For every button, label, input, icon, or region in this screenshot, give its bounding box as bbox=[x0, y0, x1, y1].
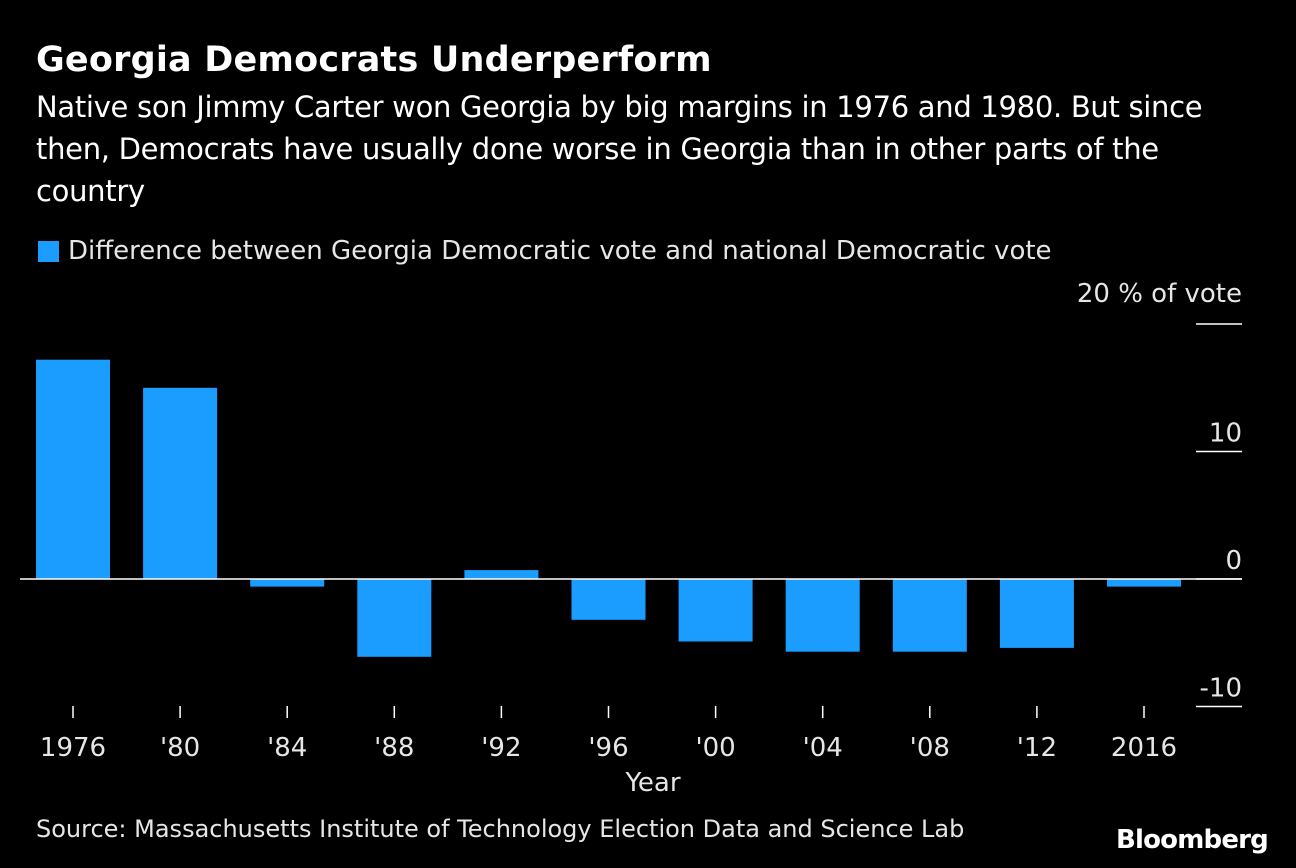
bar-96 bbox=[571, 579, 646, 620]
x-tick-label: 1976 bbox=[40, 733, 106, 763]
legend: Difference between Georgia Democratic vo… bbox=[38, 234, 1052, 268]
y-tick-label-0: 0 bbox=[1225, 546, 1242, 576]
bloomberg-logo: Bloomberg bbox=[1115, 825, 1269, 855]
x-tick-label: '80 bbox=[160, 733, 200, 763]
bar-84 bbox=[250, 579, 325, 587]
bar-92 bbox=[464, 570, 539, 579]
chart-subtitle: Native son Jimmy Carter won Georgia by b… bbox=[36, 90, 1203, 208]
bar-04 bbox=[785, 579, 860, 652]
x-tick-label: '08 bbox=[910, 733, 950, 763]
y-tick-label-10: 10 bbox=[1209, 419, 1242, 449]
x-tick-label: '12 bbox=[1017, 733, 1057, 763]
bar-12 bbox=[999, 579, 1074, 648]
legend-label: Difference between Georgia Democratic vo… bbox=[68, 236, 1052, 266]
bar-2016 bbox=[1107, 579, 1181, 587]
x-tick-label: '00 bbox=[695, 733, 735, 763]
x-tick-label: '04 bbox=[803, 733, 843, 763]
x-tick-label: '84 bbox=[267, 733, 307, 763]
x-tick-label: '92 bbox=[481, 733, 521, 763]
x-tick-label: 2016 bbox=[1111, 733, 1177, 763]
legend-swatch bbox=[38, 240, 59, 262]
y-axis-unit-label: 20 % of vote bbox=[1076, 279, 1242, 309]
x-axis-title: Year bbox=[625, 768, 681, 798]
x-tick-label: '96 bbox=[588, 733, 628, 763]
bar-00 bbox=[678, 579, 753, 642]
bar-1976 bbox=[36, 359, 110, 579]
y-tick-label--10: -10 bbox=[1200, 674, 1242, 704]
chart-title: Georgia Democrats Underperform bbox=[36, 40, 712, 80]
bar-08 bbox=[892, 579, 967, 652]
source-note: Source: Massachusetts Institute of Techn… bbox=[36, 815, 965, 843]
x-tick-label: '88 bbox=[374, 733, 414, 763]
bar-88 bbox=[357, 579, 432, 657]
bar-80 bbox=[143, 387, 218, 580]
